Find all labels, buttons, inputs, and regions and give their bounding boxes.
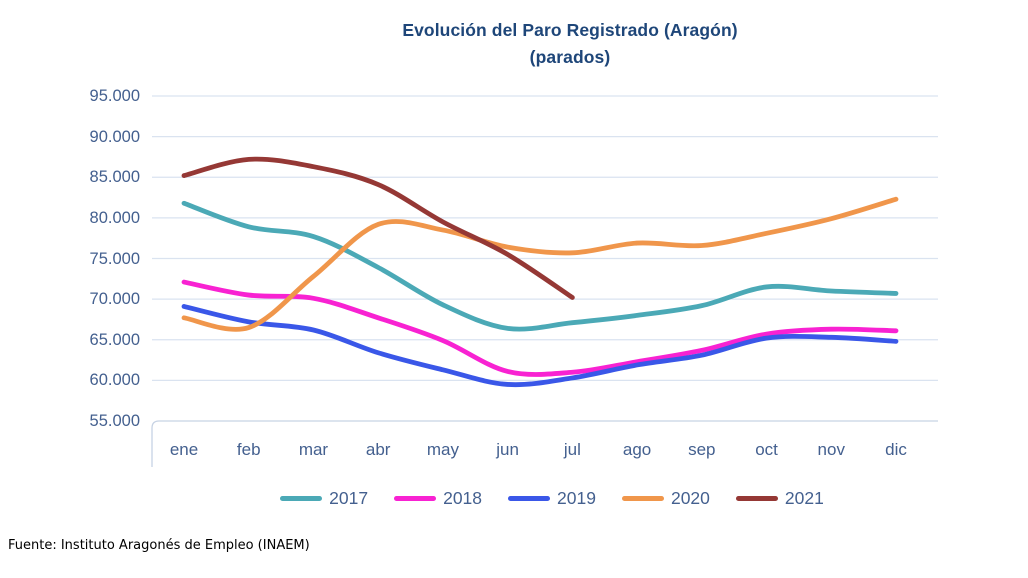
x-tick-label-jun: jun xyxy=(496,440,519,459)
legend-label-2019: 2019 xyxy=(557,487,596,508)
y-tick-label-75000: 75.000 xyxy=(89,249,140,268)
legend-label-2018: 2018 xyxy=(443,487,483,508)
legend-label-2021: 2021 xyxy=(784,487,824,508)
x-tick-label-ago: ago xyxy=(622,440,652,459)
chart-title-line1: Evolución del Paro Registrado (Aragón) xyxy=(402,20,738,40)
series-line-2019 xyxy=(181,304,899,388)
chart-title-line2: (parados) xyxy=(529,47,611,67)
y-tick-label-65000: 65.000 xyxy=(89,330,140,349)
y-tick-label-90000: 90.000 xyxy=(89,127,140,146)
legend-item-2021: 2021 xyxy=(735,487,824,509)
y-tick-label-85000: 85.000 xyxy=(89,168,140,187)
chart-title: Evolución del Paro Registrado (Aragón) (… xyxy=(150,17,990,71)
x-tick-label-oct: oct xyxy=(755,440,778,459)
x-tick-label-feb: feb xyxy=(236,440,261,459)
x-tick-label-dic: dic xyxy=(885,440,907,459)
y-tick-label-95000: 95.000 xyxy=(89,87,140,105)
legend-item-2020: 2020 xyxy=(621,487,710,509)
series-line-2020 xyxy=(181,196,899,332)
x-tick-label-nov: nov xyxy=(817,440,845,459)
legend-swatch-2019 xyxy=(508,495,551,501)
y-tick-label-55000: 55.000 xyxy=(89,412,140,430)
x-tick-label-jul: jul xyxy=(563,440,581,459)
x-tick-label-may: may xyxy=(426,440,459,459)
series-line-2018 xyxy=(181,279,899,377)
legend-item-2017: 2017 xyxy=(280,488,368,509)
source-note: Fuente: Instituto Aragonés de Empleo (IN… xyxy=(8,538,310,553)
legend-swatch-2021 xyxy=(735,495,778,501)
legend-item-2019: 2019 xyxy=(508,488,596,509)
series-line-2017 xyxy=(181,200,899,332)
x-tick-label-sep: sep xyxy=(688,440,716,459)
chart-legend: 2017 2018 2019 2020 2021 xyxy=(76,486,1028,510)
legend-swatch-2020 xyxy=(621,495,664,501)
y-tick-label-80000: 80.000 xyxy=(89,208,140,227)
legend-swatch-2017 xyxy=(280,495,323,501)
legend-label-2017: 2017 xyxy=(329,487,369,508)
x-tick-label-mar: mar xyxy=(298,440,329,459)
x-tick-label-ene: ene xyxy=(169,440,199,459)
x-axis-baseline xyxy=(151,420,938,467)
legend-swatch-2018 xyxy=(394,495,437,501)
series-line-2021 xyxy=(181,156,575,300)
y-tick-label-70000: 70.000 xyxy=(89,290,140,309)
x-tick-label-abr: abr xyxy=(365,440,391,459)
legend-label-2020: 2020 xyxy=(670,487,710,508)
y-tick-label-60000: 60.000 xyxy=(89,371,140,390)
legend-item-2018: 2018 xyxy=(394,488,482,509)
